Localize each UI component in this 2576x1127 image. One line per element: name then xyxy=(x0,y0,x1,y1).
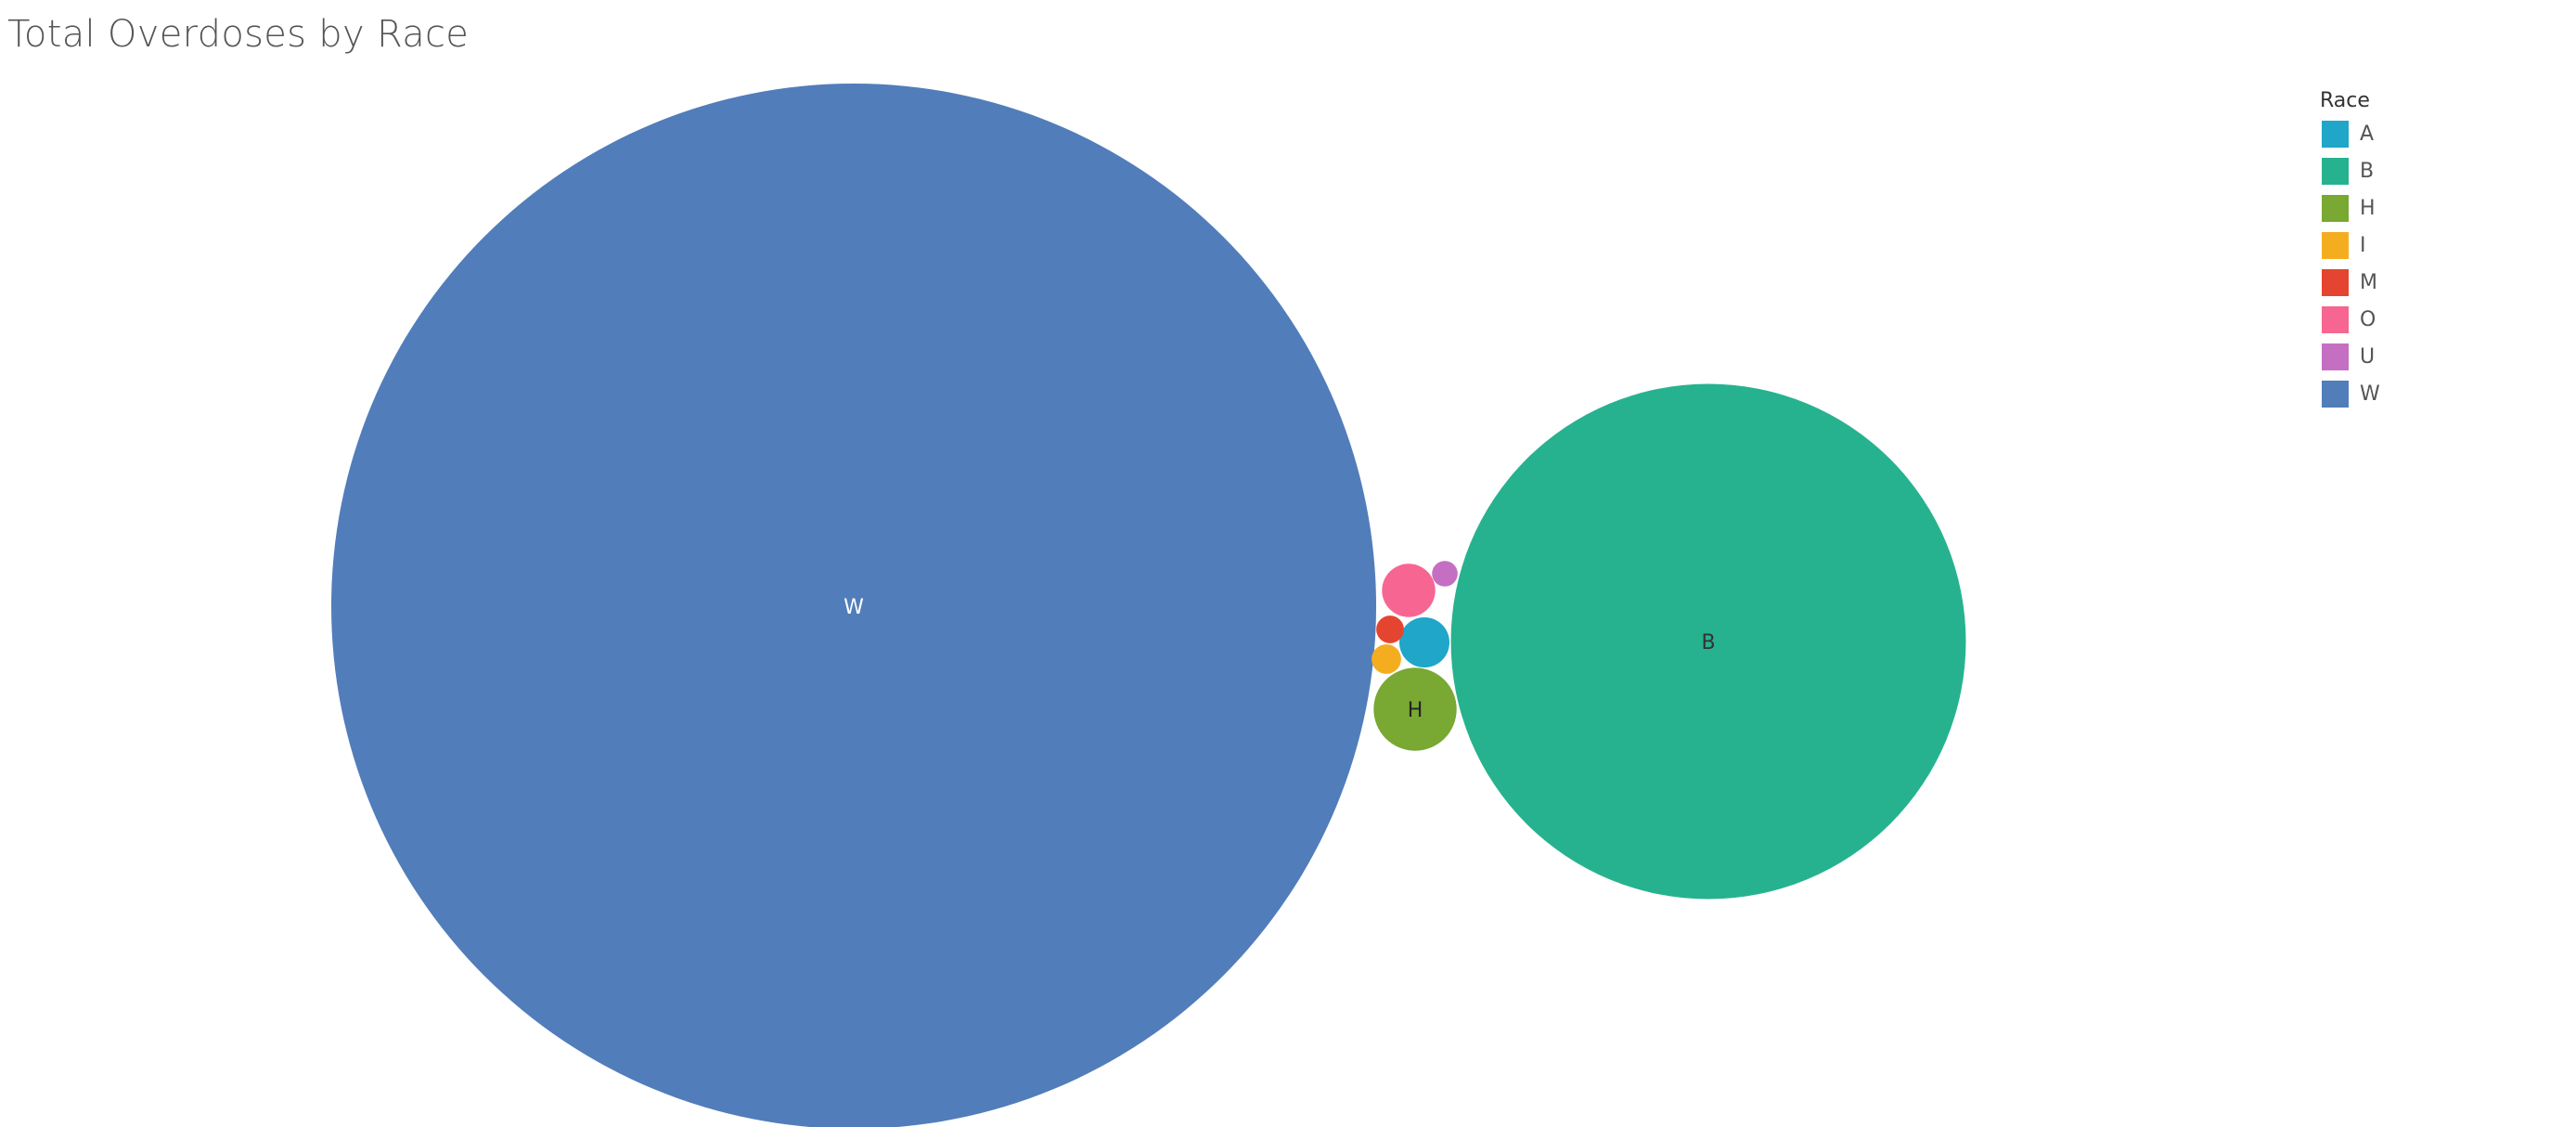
bubble-label-b: B xyxy=(1701,631,1715,654)
bubble-label-w: W xyxy=(844,596,864,619)
legend-swatch xyxy=(2322,380,2349,408)
legend-label: A xyxy=(2360,122,2375,146)
legend-item-u[interactable]: U xyxy=(2322,338,2505,375)
bubble-label-h: H xyxy=(1408,699,1423,722)
legend-item-i[interactable]: I xyxy=(2322,227,2505,264)
legend-label: U xyxy=(2360,344,2376,369)
legend-swatch xyxy=(2322,157,2349,185)
legend-item-m[interactable]: M xyxy=(2322,264,2505,301)
bubble-b[interactable] xyxy=(1450,383,1966,900)
bubble-i[interactable] xyxy=(1372,644,1401,674)
legend-label: B xyxy=(2360,159,2375,183)
bubble-w[interactable] xyxy=(331,84,1376,1127)
legend-item-o[interactable]: O xyxy=(2322,301,2505,338)
legend-label: W xyxy=(2360,382,2380,406)
legend-swatch xyxy=(2322,268,2349,296)
legend-label: O xyxy=(2360,307,2376,331)
bubble-o[interactable] xyxy=(1382,564,1436,617)
legend-item-b[interactable]: B xyxy=(2322,152,2505,189)
legend-swatch xyxy=(2322,231,2349,259)
legend-swatch xyxy=(2322,343,2349,370)
legend-label: I xyxy=(2360,233,2366,257)
bubble-a[interactable] xyxy=(1399,617,1449,667)
legend-swatch xyxy=(2322,305,2349,333)
legend-label: M xyxy=(2360,270,2377,294)
bubble-m[interactable] xyxy=(1376,615,1404,643)
legend-item-h[interactable]: H xyxy=(2322,189,2505,227)
chart-title: Total Overdoses by Race xyxy=(7,13,470,56)
bubble-u[interactable] xyxy=(1432,561,1458,587)
legend-item-w[interactable]: W xyxy=(2322,375,2505,412)
legend-title: Race xyxy=(2320,89,2370,112)
legend-swatch xyxy=(2322,120,2349,148)
legend-swatch xyxy=(2322,194,2349,222)
legend-item-a[interactable]: A xyxy=(2322,115,2505,152)
legend-label: H xyxy=(2360,196,2376,220)
bubble-h[interactable] xyxy=(1373,667,1457,751)
